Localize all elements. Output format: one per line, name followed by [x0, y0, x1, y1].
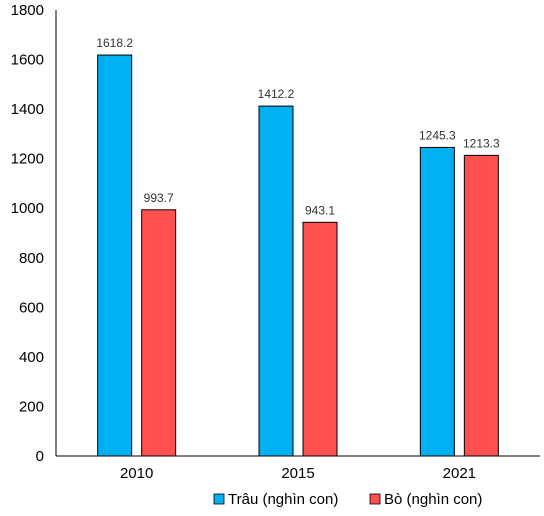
x-tick-label: 2021 — [443, 465, 476, 482]
y-tick-label: 1000 — [11, 200, 44, 217]
x-tick-label: 2010 — [120, 465, 153, 482]
bar-trau-2015 — [258, 105, 294, 457]
bar-bo-2010 — [141, 209, 177, 457]
y-tick-label: 1800 — [11, 2, 44, 19]
y-tick-label: 1200 — [11, 151, 44, 168]
legend: Trâu (nghìn con) Bò (nghìn con) — [213, 491, 482, 508]
y-axis-ticks: 0 200 400 600 800 1000 1200 1400 1600 1800 — [11, 2, 44, 465]
data-label: 943.1 — [305, 203, 335, 217]
legend-label: Bò (nghìn con) — [384, 491, 482, 508]
y-tick-label: 600 — [19, 299, 44, 316]
data-labels: 1618.2 993.7 1412.2 943.1 1245.3 1213.3 — [96, 36, 500, 217]
y-tick-label: 400 — [19, 349, 44, 366]
data-label: 1245.3 — [419, 128, 456, 142]
data-label: 1618.2 — [96, 36, 133, 50]
legend-label: Trâu (nghìn con) — [228, 491, 338, 508]
bar-bo-2021 — [463, 154, 499, 457]
bar-trau-2021 — [419, 146, 455, 457]
y-tick-label: 800 — [19, 250, 44, 267]
x-tick-label: 2015 — [281, 465, 314, 482]
y-tick-label: 0 — [36, 448, 44, 465]
legend-swatch — [213, 493, 225, 505]
y-tick-label: 1600 — [11, 52, 44, 69]
bar-bo-2015 — [302, 221, 338, 457]
data-label: 1412.2 — [258, 87, 295, 101]
x-axis-ticks: 2010 2015 2021 — [120, 465, 476, 482]
y-tick-label: 1400 — [11, 101, 44, 118]
data-label: 1213.3 — [463, 136, 500, 150]
bar-trau-2010 — [97, 54, 133, 457]
data-label: 993.7 — [144, 191, 174, 205]
y-tick-label: 200 — [19, 398, 44, 415]
legend-swatch — [369, 493, 381, 505]
bars — [97, 54, 499, 457]
